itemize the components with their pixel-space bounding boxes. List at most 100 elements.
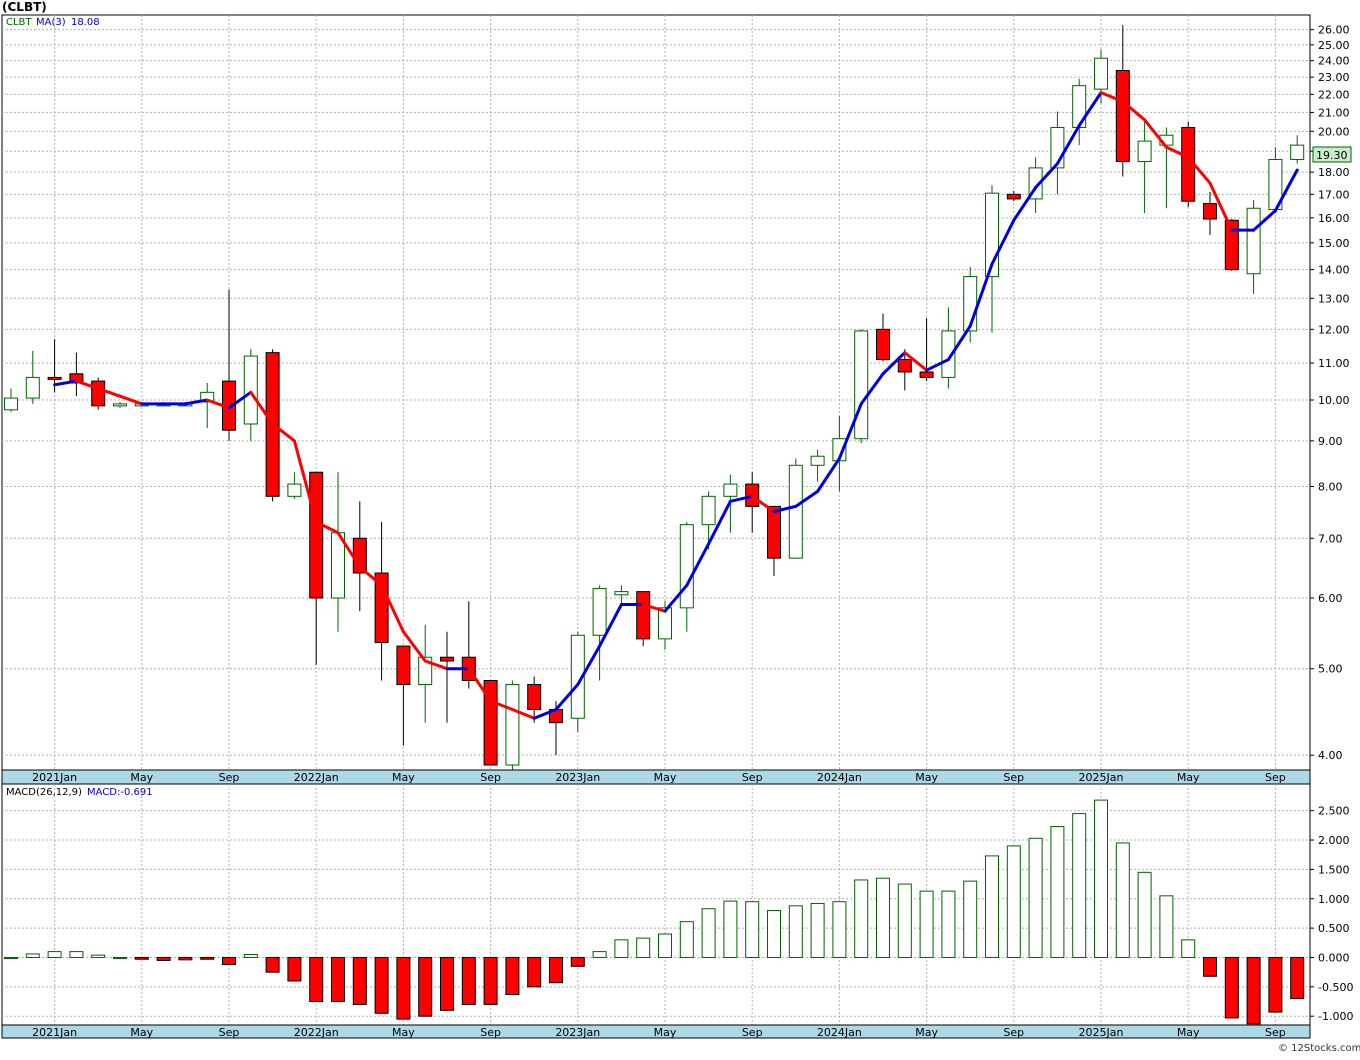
candle (1203, 192, 1217, 236)
macd-bar (1072, 813, 1087, 958)
macd-bar (854, 879, 869, 958)
macd-bar (985, 855, 999, 958)
macd-bar (1181, 939, 1196, 958)
candle (592, 585, 607, 681)
macd-bar (352, 956, 367, 1005)
macd-bar (832, 901, 847, 958)
ma-segment (380, 583, 405, 634)
ma-segment (467, 667, 493, 703)
candle-body (919, 371, 934, 378)
candle (854, 329, 869, 444)
macd-x-tick-label: 2021Jan (32, 1026, 77, 1039)
candle-body (4, 397, 18, 411)
ma-segment (837, 402, 863, 460)
price-y-tick-label: 10.00 (1318, 394, 1350, 407)
candle-body (418, 656, 433, 686)
macd-bar (1094, 799, 1108, 958)
macd-x-tick-label: Sep (1003, 1026, 1024, 1039)
price-x-tick-label: May (654, 771, 677, 784)
price-x-tick-label: May (392, 771, 415, 784)
ma-segment (685, 542, 711, 587)
candle (1006, 190, 1021, 202)
candle-body (47, 376, 62, 380)
macd-x-tick-label: Sep (1265, 1026, 1286, 1039)
candle (113, 401, 127, 408)
macd-bar (243, 954, 258, 958)
macd-bar (963, 880, 978, 958)
macd-y-tick-label: 0.500 (1318, 922, 1350, 935)
macd-legend-value: MACD:-0.691 (87, 787, 153, 798)
candle (69, 352, 84, 397)
macd-bar (1028, 837, 1043, 958)
macd-y-tick-label: -0.500 (1318, 981, 1353, 994)
candle (396, 645, 411, 746)
price-y-tick-label: 4.00 (1318, 749, 1343, 762)
price-legend-symbol: CLBT (6, 17, 32, 28)
ma-segment (1208, 181, 1234, 232)
macd-bar (1268, 956, 1283, 1013)
candle-body (854, 330, 869, 440)
candle (91, 377, 106, 410)
candle-body (527, 684, 542, 711)
price-grid (2, 15, 1310, 770)
price-x-tick-label: 2024Jan (817, 771, 862, 784)
macd-bar (897, 883, 912, 958)
ma-segment (598, 603, 623, 648)
macd-bar (1159, 895, 1174, 958)
price-y-tick-label: 21.00 (1318, 106, 1350, 119)
candle-body (396, 645, 411, 686)
macd-bar (679, 921, 694, 958)
macd-bar (636, 937, 651, 958)
price-legend-ma-label: MA(3) (36, 17, 66, 28)
candle-body (788, 464, 803, 559)
ma-segment (401, 630, 427, 663)
candle (1181, 121, 1196, 208)
ma-segment (816, 456, 841, 493)
price-y-tick-label: 15.00 (1318, 237, 1350, 250)
macd-y-tick-label: 2.000 (1318, 834, 1350, 847)
candle (1246, 200, 1261, 294)
macd-bar (1006, 845, 1021, 958)
price-x-tick-label: Sep (1003, 771, 1024, 784)
macd-x-tick-label: May (392, 1026, 415, 1039)
ma-segment (358, 565, 384, 587)
macd-bar (919, 890, 934, 958)
macd-bar (549, 956, 563, 984)
ma-segment (1012, 186, 1038, 222)
macd-bar (658, 933, 672, 958)
macd-bar (1290, 956, 1305, 1000)
ma-segment (532, 708, 558, 720)
candle-body (69, 373, 84, 384)
candle (440, 631, 454, 723)
candle-body (243, 355, 258, 425)
price-x-tick-label: 2023Jan (555, 771, 600, 784)
macd-bar (483, 956, 498, 1005)
candle (505, 680, 520, 776)
macd-x-tick-label: 2023Jan (555, 1026, 600, 1039)
price-x-tick-label: Sep (219, 771, 240, 784)
macd-bar (69, 951, 84, 958)
candle (527, 676, 542, 723)
macd-x-tick-label: 2024Jan (817, 1026, 862, 1039)
candle (636, 591, 651, 647)
ma-segment (1034, 162, 1059, 190)
candle (243, 349, 258, 441)
macd-x-tick-label: Sep (219, 1026, 240, 1039)
candle-body (1203, 203, 1217, 220)
candle-body (1137, 140, 1152, 163)
candle (1094, 49, 1108, 104)
macd-bar (25, 953, 40, 958)
macd-bar (331, 956, 345, 1003)
macd-bar (570, 956, 585, 967)
ma-segment (641, 603, 667, 613)
macd-bar (309, 956, 324, 1003)
price-y-tick-label: 14.00 (1318, 264, 1350, 277)
candle-body (897, 359, 912, 373)
candle-body (701, 495, 716, 526)
candle-body (614, 591, 629, 596)
candle (1224, 219, 1239, 271)
ma-segment (118, 394, 144, 406)
ma-segment (772, 504, 798, 514)
price-x-tick-label: Sep (480, 771, 501, 784)
